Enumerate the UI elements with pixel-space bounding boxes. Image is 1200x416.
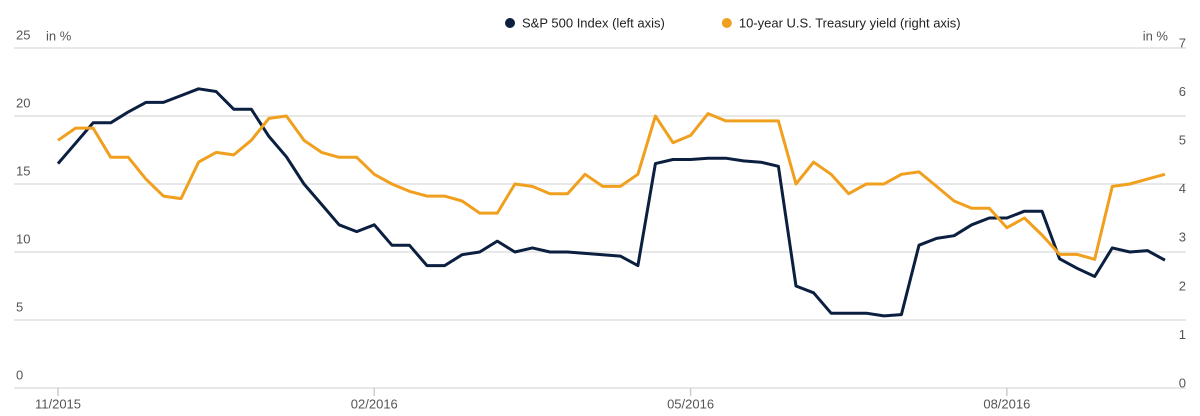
y2-tick-label: 7	[1179, 35, 1186, 50]
y2-tick-label: 4	[1179, 181, 1186, 196]
y2-tick-label: 2	[1179, 278, 1186, 293]
y-tick-label: 15	[16, 163, 30, 178]
legend: S&P 500 Index (left axis) 10-year U.S. Tr…	[505, 15, 961, 30]
series-line	[57, 112, 1166, 261]
y-unit-label: in %	[46, 28, 72, 43]
legend-marker	[505, 18, 515, 28]
y2-tick-label: 6	[1179, 84, 1186, 99]
x-tick-label: 11/2015	[35, 396, 81, 411]
y2-tick-label: 1	[1179, 327, 1186, 342]
y-tick-label: 5	[16, 299, 23, 314]
y2-tick-label: 0	[1179, 375, 1186, 390]
x-tick-label: 05/2016	[667, 396, 714, 411]
y-tick-label: 25	[16, 27, 30, 42]
legend-marker	[721, 18, 732, 28]
y2-tick-label: 5	[1179, 133, 1186, 148]
series-line	[56, 87, 1166, 318]
legend-label: 10-year U.S. Treasury yield (right axis)	[739, 15, 961, 30]
x-tick-label: 02/2016	[351, 396, 398, 411]
legend-label: S&P 500 Index (left axis)	[522, 15, 665, 30]
y-tick-label: 0	[16, 367, 23, 382]
y-tick-label: 10	[16, 231, 30, 246]
y2-tick-label: 3	[1179, 230, 1186, 245]
y2-unit-label: in %	[1143, 28, 1169, 43]
x-tick-label: 08/2016	[983, 396, 1030, 411]
y-tick-label: 20	[16, 95, 30, 110]
